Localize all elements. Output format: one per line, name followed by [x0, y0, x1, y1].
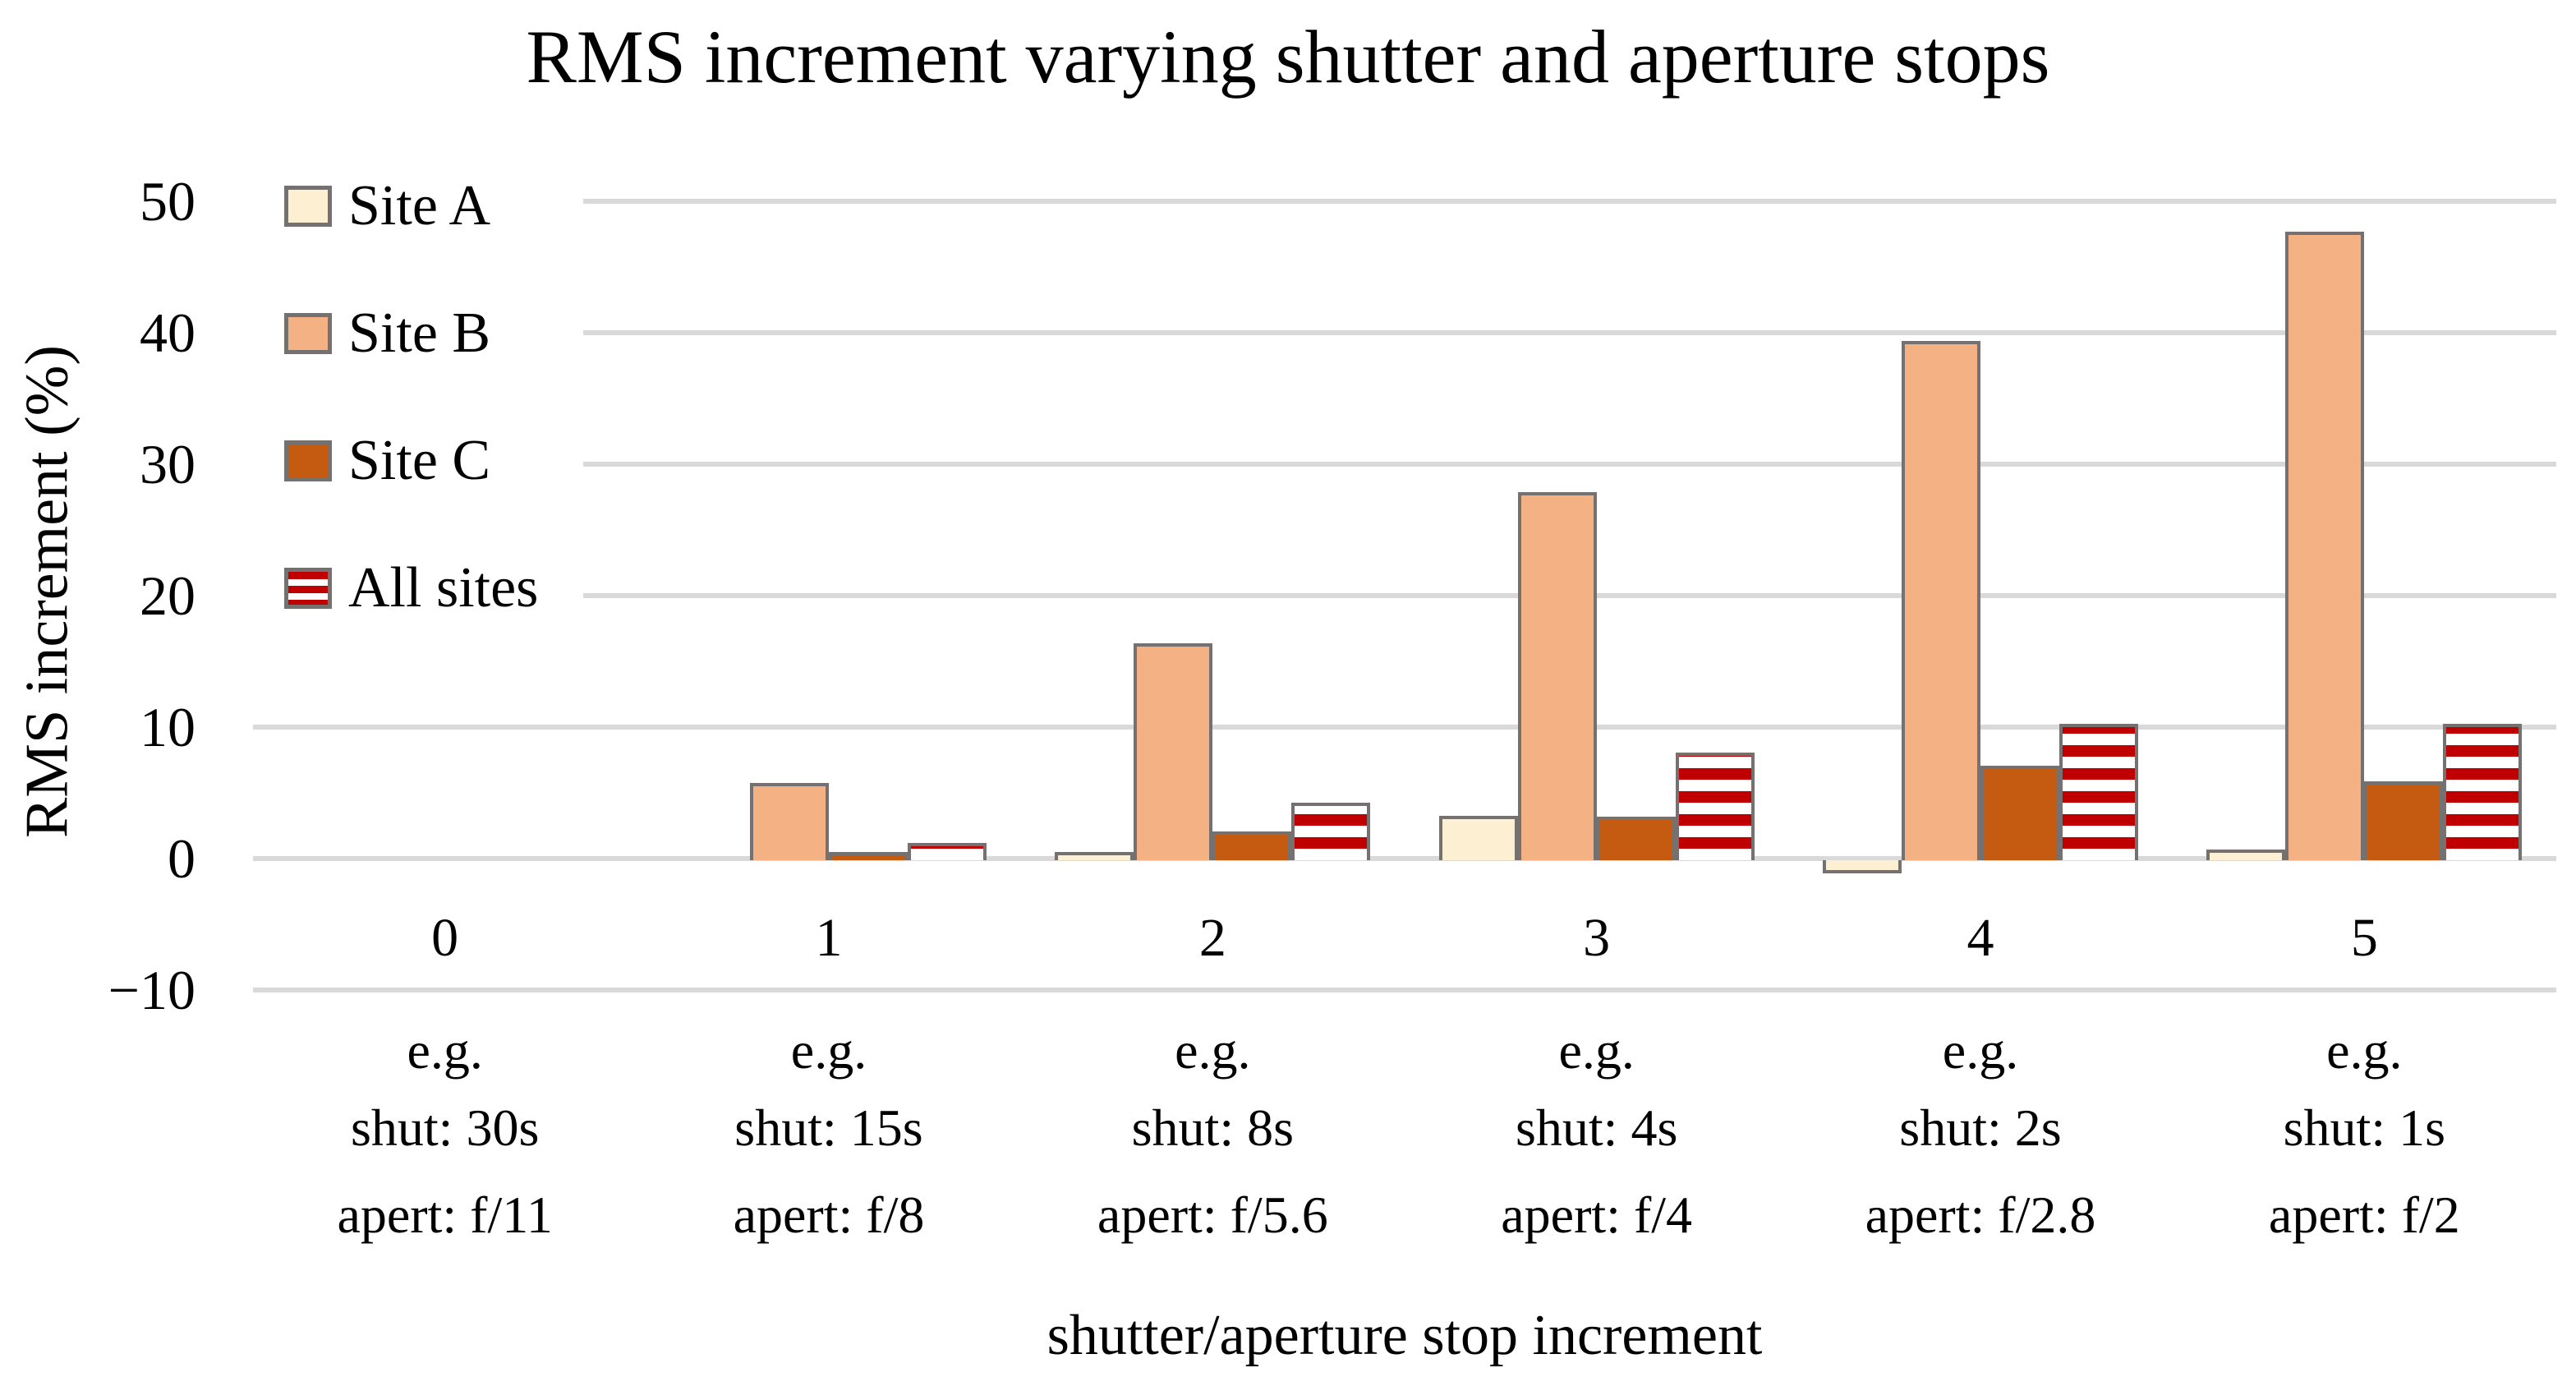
y-tick-label-0: 0: [168, 827, 196, 890]
bar-site-b-group-3: [1517, 492, 1597, 860]
category-sublabel-5-line-3: apert: f/2: [2268, 1186, 2460, 1244]
category-sublabel-3-line-3: apert: f/4: [1501, 1186, 1693, 1244]
y-tick-label--10: −10: [108, 959, 196, 1021]
category-sublabel-1-line-2: shut: 15s: [734, 1098, 923, 1157]
legend-label: All sites: [348, 556, 539, 619]
bar-site-b-group-1: [750, 783, 829, 860]
bar-site-c-group-4: [1980, 766, 2059, 860]
legend-item-all-sites: All sites: [251, 558, 583, 619]
legend-label: Site A: [348, 174, 491, 237]
bar-all-sites-group-1: [908, 843, 987, 860]
bar-all-sites-group-2: [1291, 803, 1371, 860]
bar-all-sites-group-4: [2059, 724, 2138, 860]
legend: Site A Site B Site C All sites: [251, 163, 583, 639]
bar-site-b-group-4: [1902, 341, 1980, 860]
bar-site-b-group-2: [1134, 643, 1213, 860]
category-label-2: 2: [1198, 908, 1226, 968]
category-sublabel-2-line-3: apert: f/5.6: [1097, 1186, 1328, 1244]
category-sublabel-3-line-1: e.g.: [1558, 1021, 1635, 1080]
category-label-3: 3: [1583, 908, 1611, 968]
legend-label: Site B: [348, 302, 491, 365]
gridline-30: [253, 462, 2556, 467]
bar-site-c-group-1: [829, 852, 908, 860]
gridline-10: [253, 725, 2556, 730]
chart-title: RMS increment varying shutter and apertu…: [526, 15, 2050, 99]
category-sublabel-2-line-2: shut: 8s: [1131, 1098, 1294, 1157]
gridline-20: [253, 593, 2556, 598]
gridline-50: [253, 199, 2556, 204]
bar-site-c-group-5: [2364, 781, 2444, 860]
y-tick-label-10: 10: [140, 696, 196, 758]
y-tick-label-20: 20: [140, 564, 196, 627]
gridline-40: [253, 330, 2556, 335]
category-sublabel-4-line-2: shut: 2s: [1899, 1098, 2062, 1157]
category-sublabel-5-line-1: e.g.: [2326, 1021, 2403, 1080]
category-sublabel-0-line-3: apert: f/11: [337, 1186, 553, 1244]
gridline-−10: [253, 988, 2556, 992]
y-tick-label-40: 40: [140, 302, 196, 364]
category-sublabel-5-line-2: shut: 1s: [2283, 1098, 2445, 1157]
bar-site-c-group-2: [1212, 831, 1292, 860]
category-label-1: 1: [815, 908, 843, 968]
bar-all-sites-group-3: [1675, 753, 1755, 860]
bar-site-a-group-4: [1823, 860, 1902, 873]
legend-swatch-site-b-icon: [284, 313, 332, 354]
category-sublabel-4-line-3: apert: f/2.8: [1865, 1186, 2096, 1244]
category-sublabel-0-line-2: shut: 30s: [350, 1098, 540, 1157]
bar-site-a-group-5: [2206, 850, 2286, 860]
legend-item-site-b: Site B: [251, 303, 583, 364]
category-sublabel-3-line-2: shut: 4s: [1515, 1098, 1678, 1157]
bar-site-a-group-2: [1055, 852, 1134, 860]
bar-all-sites-group-5: [2443, 724, 2523, 860]
legend-swatch-all-sites-icon: [284, 568, 332, 609]
category-sublabel-4-line-1: e.g.: [1942, 1021, 2019, 1080]
y-tick-label-50: 50: [140, 170, 196, 233]
category-sublabel-2-line-1: e.g.: [1175, 1021, 1251, 1080]
category-label-4: 4: [1966, 908, 1994, 968]
legend-label: Site C: [348, 429, 491, 492]
legend-item-site-a: Site A: [251, 176, 583, 237]
gridline-0: [253, 856, 2556, 861]
bar-site-a-group-3: [1438, 816, 1518, 860]
bar-site-c-group-3: [1596, 817, 1676, 860]
x-axis-title: shutter/aperture stop increment: [1046, 1304, 1763, 1367]
legend-swatch-site-c-icon: [284, 440, 332, 481]
category-sublabel-1-line-1: e.g.: [790, 1021, 867, 1080]
legend-item-site-c: Site C: [251, 431, 583, 491]
category-label-0: 0: [431, 908, 459, 968]
legend-swatch-site-a-icon: [284, 186, 332, 227]
category-sublabel-1-line-3: apert: f/8: [733, 1186, 925, 1244]
category-sublabel-0-line-1: e.g.: [407, 1021, 483, 1080]
y-tick-label-30: 30: [140, 433, 196, 495]
category-label-5: 5: [2350, 908, 2378, 968]
bar-site-b-group-5: [2285, 232, 2365, 860]
